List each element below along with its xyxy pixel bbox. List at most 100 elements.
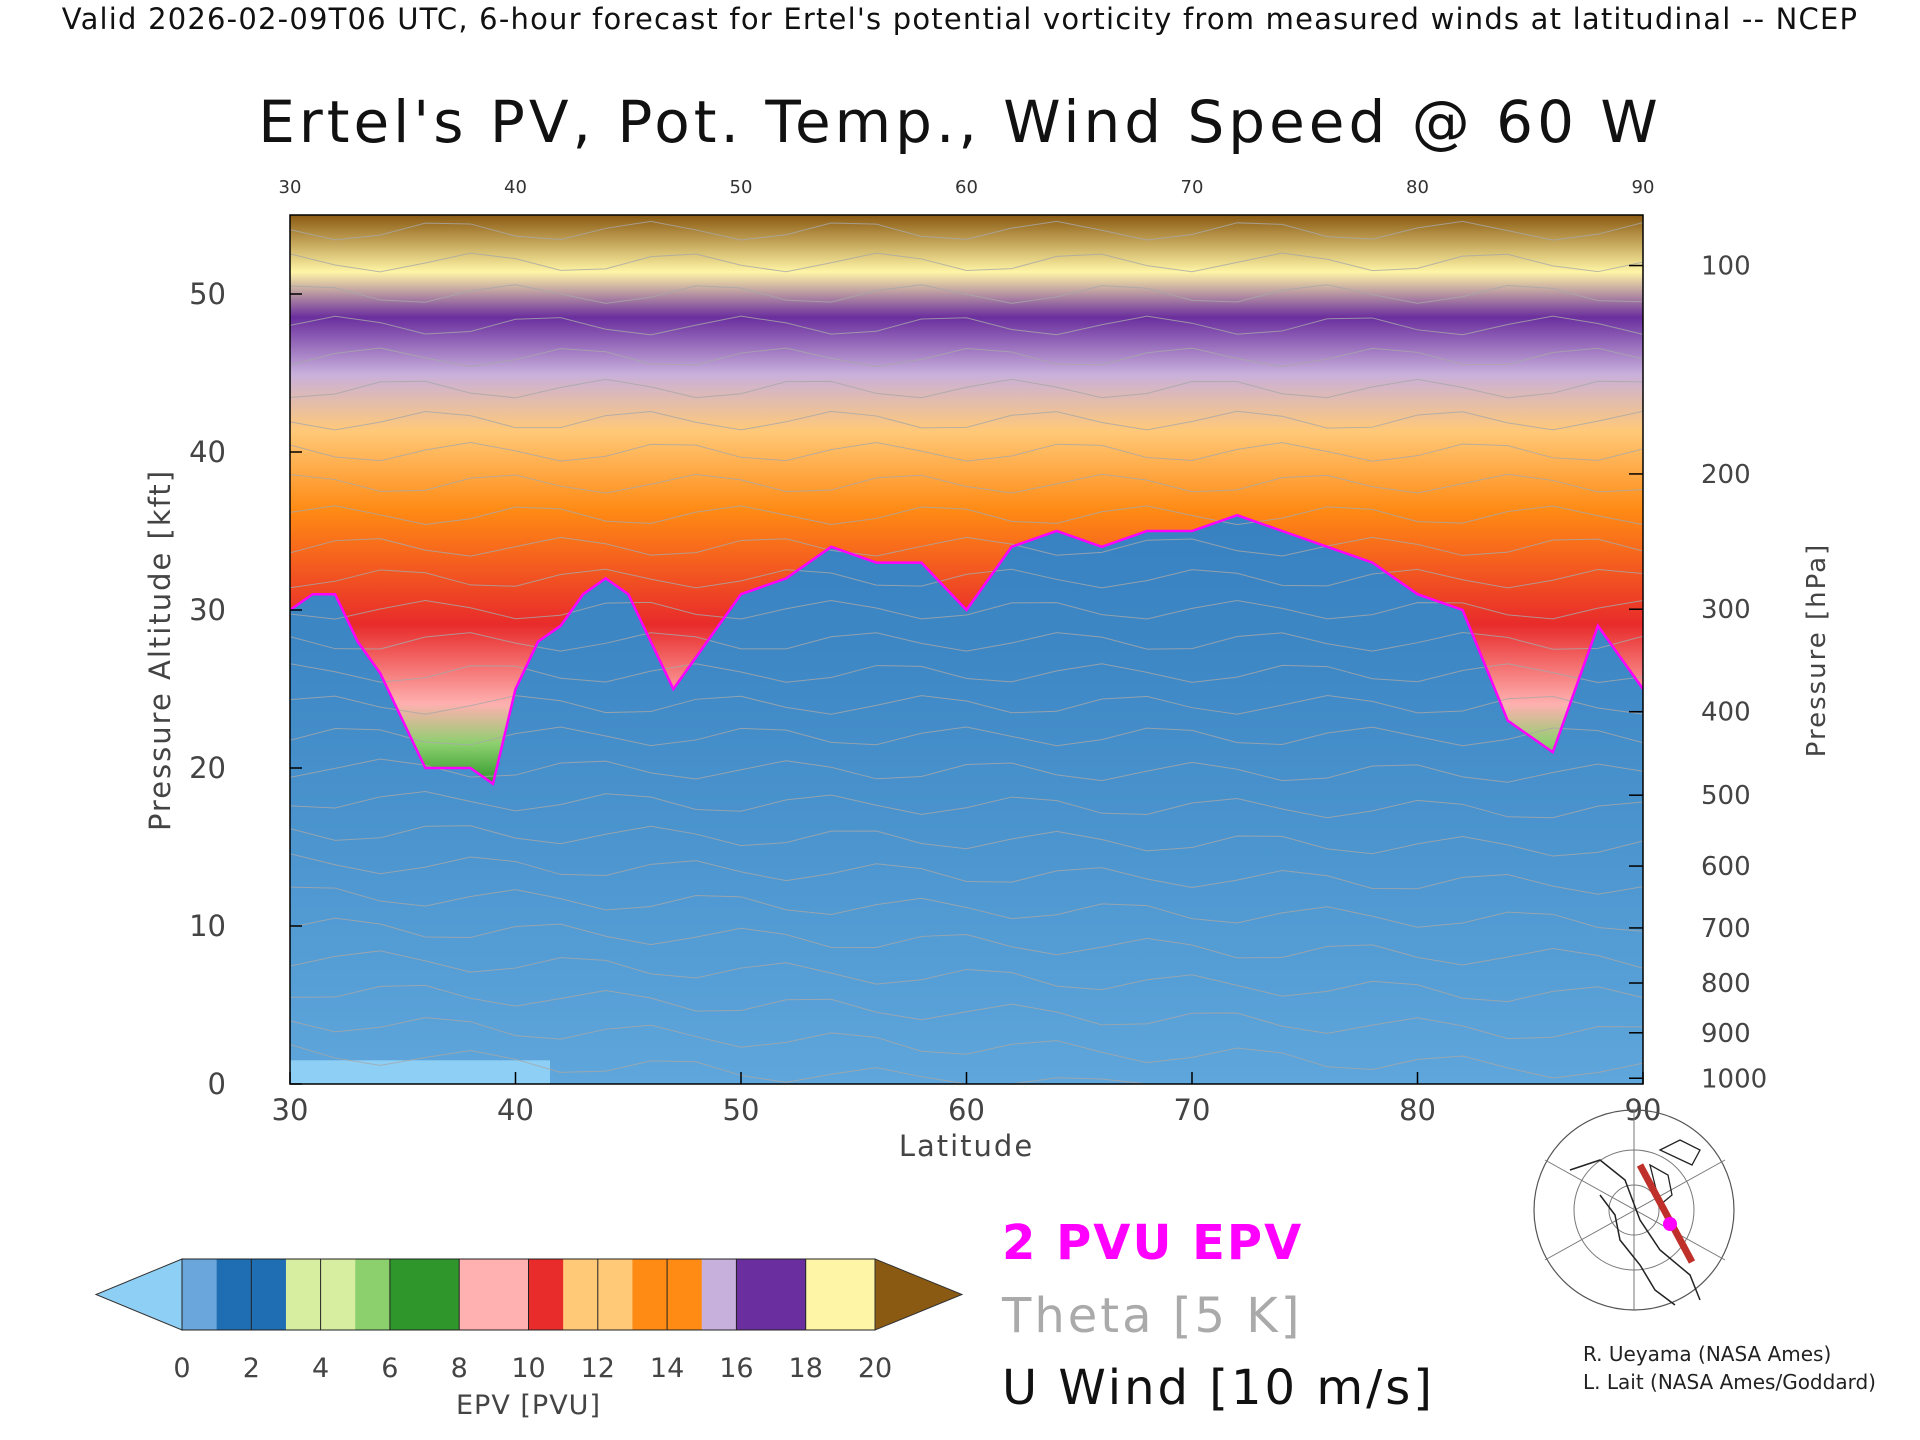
colorbar-swatch (667, 1259, 703, 1330)
y-tick-label: 30 (189, 593, 226, 627)
colorbar-tick-label: 2 (243, 1353, 260, 1384)
x-axis-label: Latitude (899, 1129, 1034, 1163)
colorbar-swatch (597, 1259, 633, 1330)
colorbar-swatch (528, 1259, 564, 1330)
pressure-tick-label: 200 (1701, 460, 1751, 490)
theta-isentrope (290, 315, 1643, 336)
y-tick-label: 10 (189, 909, 226, 943)
pressure-tick-label: 400 (1701, 698, 1751, 728)
theta-isentrope (290, 252, 1643, 273)
theta-isentrope (290, 758, 1643, 783)
x-tick-label: 80 (1399, 1093, 1436, 1127)
colorbar-tick-label: 0 (173, 1353, 190, 1384)
theta-isentrope (290, 853, 1643, 895)
theta-isentrope (290, 410, 1643, 431)
legend-theta-label: Theta [5 K] (1002, 1288, 1303, 1344)
pressure-tick-label: 100 (1701, 252, 1751, 282)
pressure-tick-label: 700 (1701, 914, 1751, 944)
x-tick-label: 30 (272, 1093, 309, 1127)
theta-isentrope (290, 220, 1643, 241)
top-tick-label: 70 (1181, 177, 1204, 198)
colorbar-over-arrow (874, 1258, 964, 1331)
x-tick-label: 70 (1174, 1093, 1211, 1127)
top-tick-label: 90 (1632, 177, 1655, 198)
y-tick-label: 50 (189, 277, 226, 311)
theta-isentrope (290, 505, 1643, 526)
colorbar-swatch (424, 1259, 460, 1330)
colorbar-tick-label: 14 (650, 1353, 684, 1384)
colorbar-swatch (182, 1259, 218, 1330)
x-tick-label: 40 (497, 1093, 534, 1127)
colorbar-swatch (840, 1259, 876, 1330)
legend-uwind-label: U Wind [10 m/s] (1002, 1360, 1436, 1416)
theta-isentrope (290, 536, 1643, 557)
chart-title: Ertel's PV, Pot. Temp., Wind Speed @ 60 … (258, 88, 1662, 156)
colorbar-swatch (389, 1259, 426, 1330)
colorbar-swatch (563, 1259, 599, 1330)
theta-isentrope (290, 1043, 1643, 1084)
pressure-tick-label: 600 (1701, 852, 1751, 882)
pressure-tick-label: 500 (1701, 781, 1751, 811)
theta-isentrope (290, 695, 1643, 715)
top-tick-label: 50 (730, 177, 753, 198)
theta-isentrope (290, 790, 1643, 819)
colorbar-tick-label: 6 (381, 1353, 398, 1384)
colorbar-swatch (355, 1259, 391, 1330)
theta-isentrope (290, 347, 1643, 368)
inset-map-globe (1533, 1109, 1735, 1311)
colorbar-swatch (632, 1259, 668, 1330)
pv-2pvu-contour (290, 513, 1643, 786)
valid-time-header: Valid 2026-02-09T06 UTC, 6-hour forecast… (61, 2, 1859, 36)
pressure-tick-label: 300 (1701, 595, 1751, 625)
pressure-tick-label: 800 (1701, 969, 1751, 999)
colorbar-tick-label: 10 (511, 1353, 545, 1384)
colorbar-label: EPV [PVU] (456, 1390, 601, 1421)
credit-line-1: R. Ueyama (NASA Ames) (1583, 1342, 1832, 1366)
theta-isentrope (290, 726, 1643, 747)
low-pv-region (290, 1060, 550, 1084)
x-tick-label: 50 (723, 1093, 760, 1127)
theta-isentrope (290, 284, 1643, 304)
legend-pvu-label: 2 PVU EPV (1002, 1215, 1304, 1271)
top-tick-label: 40 (504, 177, 527, 198)
theta-isentrope (290, 917, 1643, 969)
top-tick-label: 60 (955, 177, 978, 198)
y-tick-label: 40 (189, 435, 226, 469)
pressure-tick-label: 900 (1701, 1019, 1751, 1049)
theta-isentrope (290, 600, 1643, 620)
colorbar-swatch (493, 1259, 529, 1330)
colorbar-swatch (459, 1259, 495, 1330)
x-tick-label: 60 (948, 1093, 985, 1127)
colorbar-tick-label: 20 (858, 1353, 892, 1384)
theta-isentrope (290, 950, 1643, 1003)
top-tick-label: 80 (1406, 177, 1429, 198)
colorbar-swatch (805, 1259, 841, 1330)
colorbar-tick-label: 8 (451, 1353, 468, 1384)
pressure-tick-label: 1000 (1701, 1064, 1767, 1094)
theta-isentrope (290, 568, 1643, 589)
inset-location-marker (1663, 1217, 1677, 1231)
stratosphere-field (290, 215, 1643, 784)
colorbar-tick-label: 12 (581, 1353, 615, 1384)
colorbar-swatch (251, 1259, 287, 1330)
top-tick-label: 30 (279, 177, 302, 198)
theta-isentrope (290, 663, 1643, 683)
colorbar-tick-label: 4 (312, 1353, 329, 1384)
theta-isentrope (290, 984, 1643, 1040)
colorbar-swatch (701, 1259, 737, 1330)
y-tick-label: 20 (189, 751, 226, 785)
theta-isentrope (290, 886, 1643, 932)
y-tick-label: 0 (208, 1067, 226, 1101)
theta-isentrope (290, 378, 1643, 399)
y-axis-label: Pressure Altitude [kft] (143, 469, 177, 831)
colorbar-swatch (736, 1259, 772, 1330)
inset-section-line (1636, 1163, 1696, 1264)
theta-isentrope (290, 442, 1643, 462)
colorbar-tick-label: 16 (719, 1353, 753, 1384)
theta-isentrope (290, 631, 1643, 652)
colorbar-swatch (216, 1259, 252, 1330)
credit-line-2: L. Lait (NASA Ames/Goddard) (1583, 1370, 1876, 1394)
